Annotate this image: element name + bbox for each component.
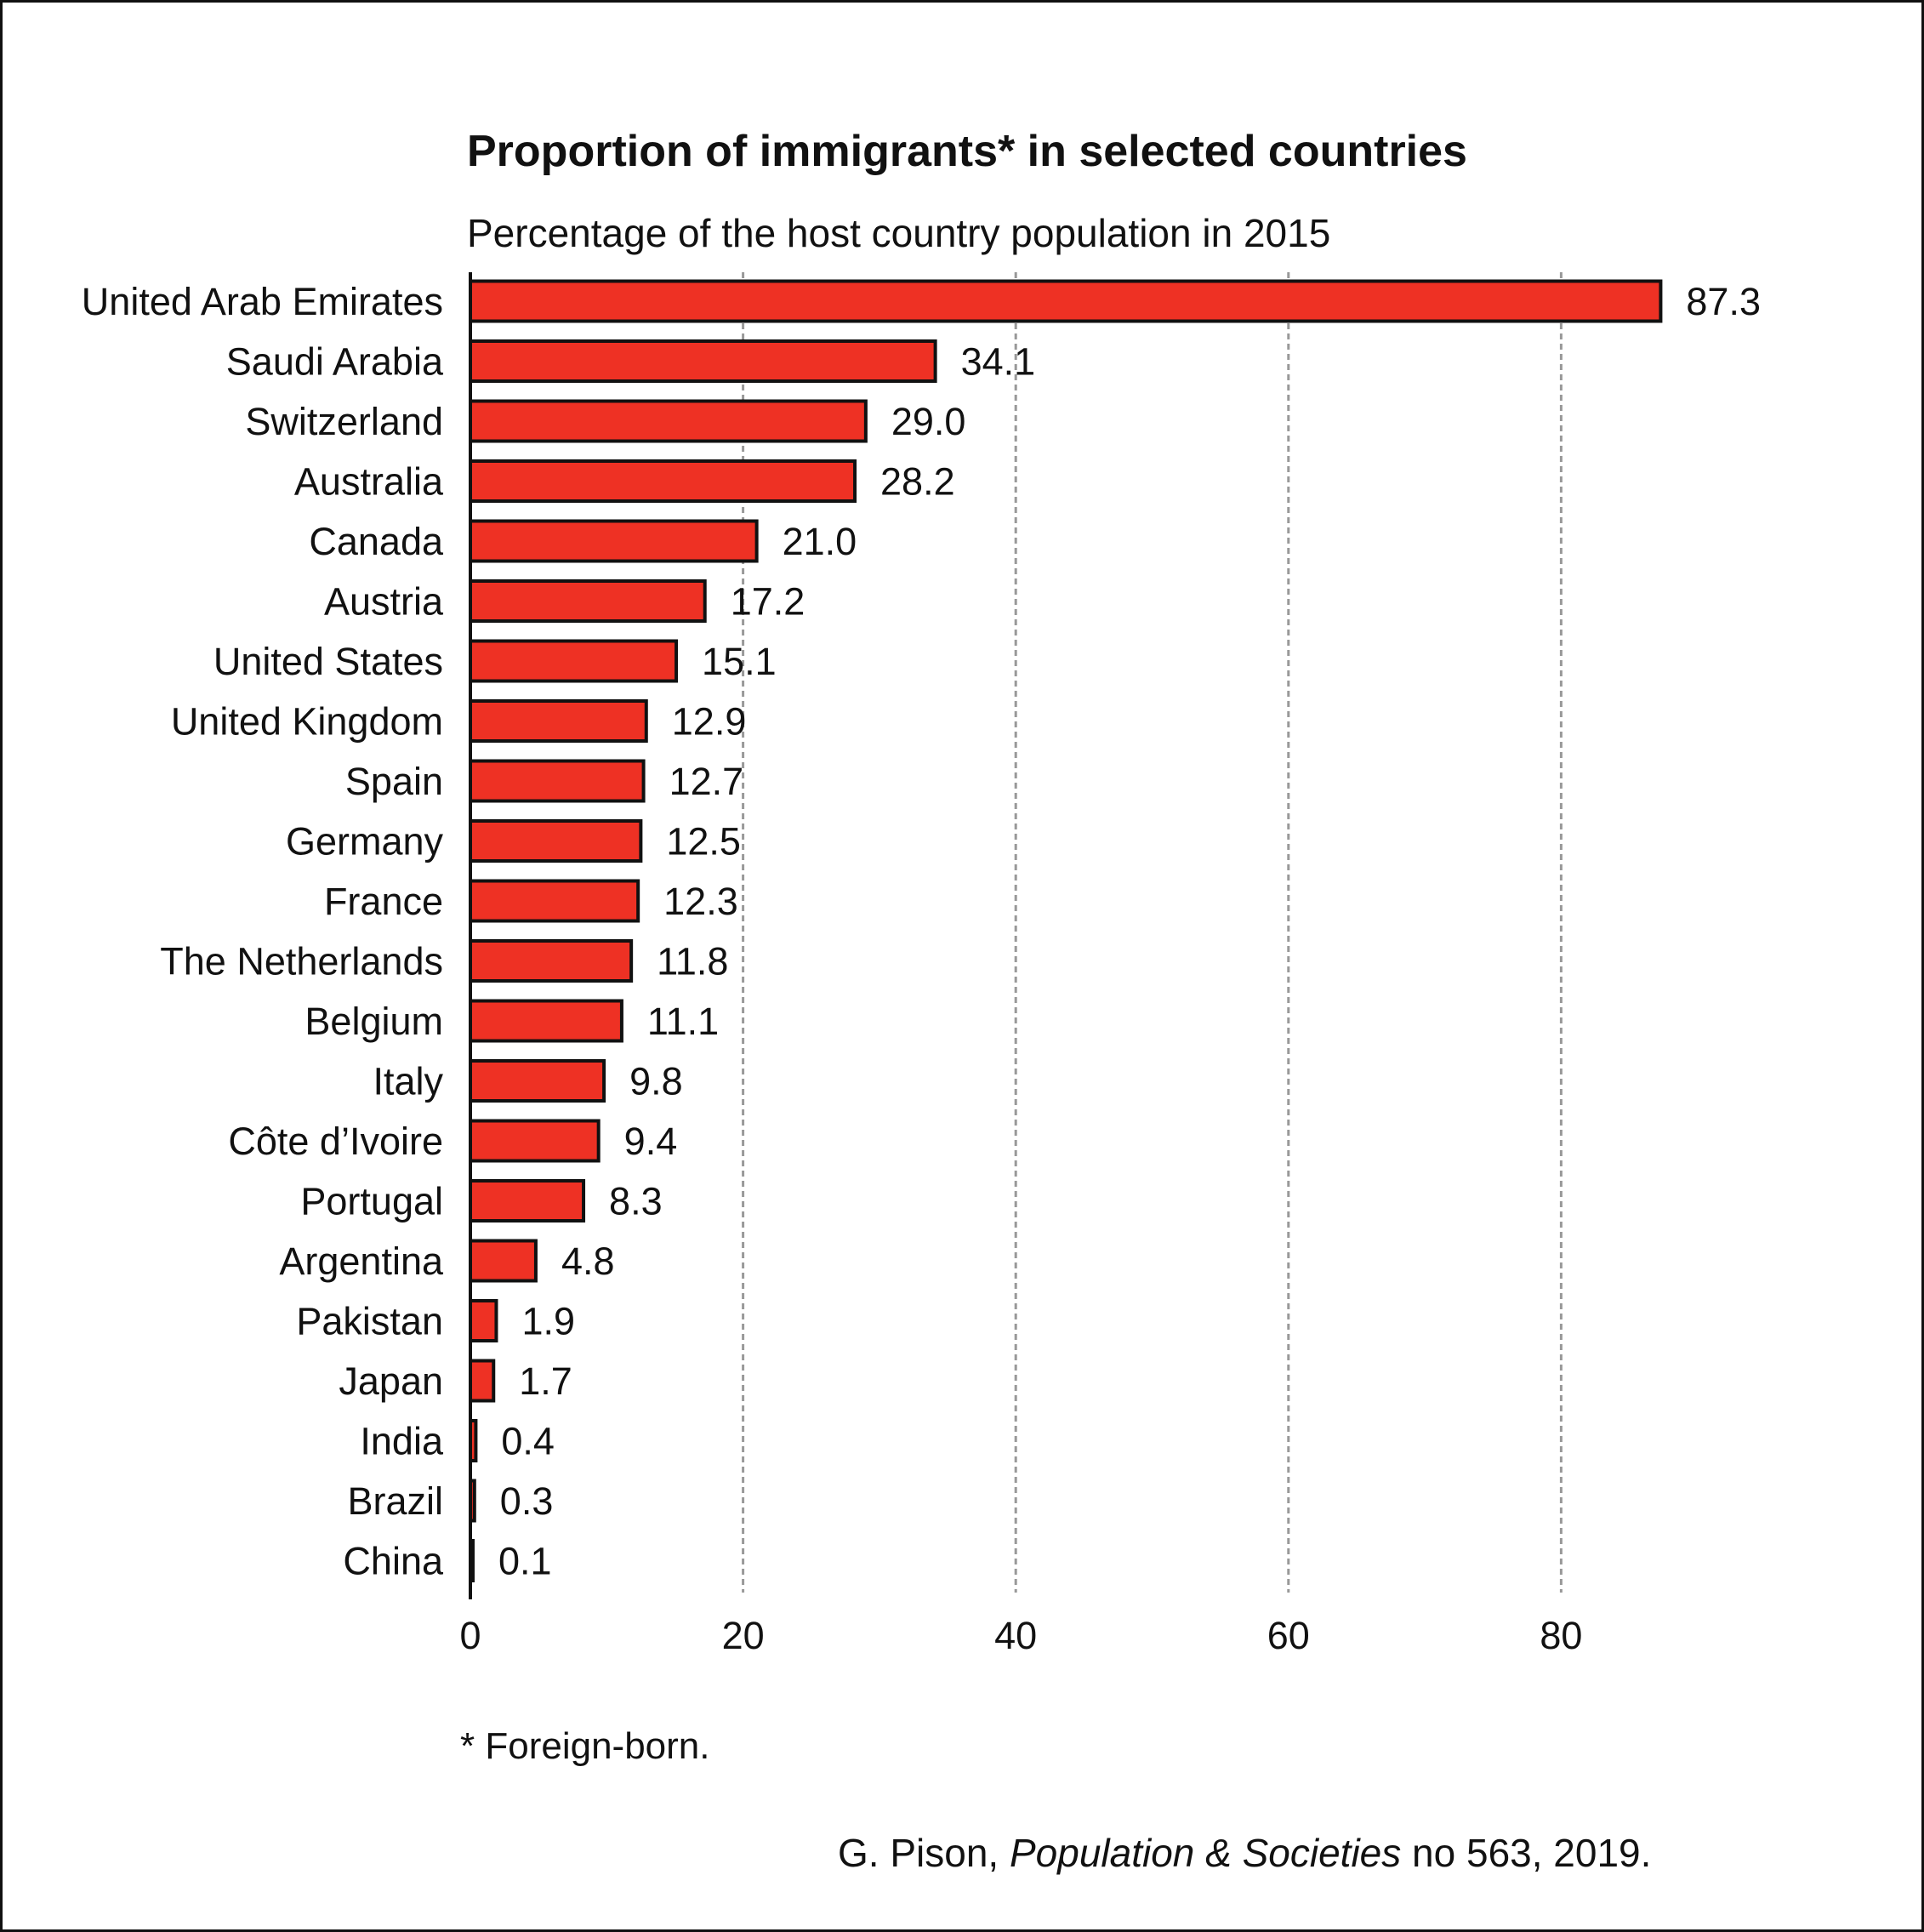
data-label: 17.2 bbox=[731, 580, 805, 624]
category-label: Italy bbox=[373, 1060, 443, 1103]
category-label: Saudi Arabia bbox=[226, 340, 444, 384]
bar bbox=[469, 1119, 601, 1163]
bar bbox=[469, 1059, 606, 1103]
bar bbox=[469, 699, 648, 743]
bar bbox=[469, 519, 759, 563]
x-tick-label: 60 bbox=[1267, 1614, 1310, 1657]
data-label: 1.9 bbox=[521, 1300, 575, 1343]
bar bbox=[469, 459, 857, 503]
category-label: Australia bbox=[294, 460, 444, 504]
data-label: 11.8 bbox=[657, 940, 728, 983]
data-label: 34.1 bbox=[961, 340, 1036, 384]
bar-chart: 0 20 40 60 80 United Arab Emirates 87.3 Saudi A… bbox=[82, 272, 1761, 1657]
category-label: The Netherlands bbox=[160, 940, 443, 983]
data-label: 12.3 bbox=[663, 880, 738, 923]
category-label: Brazil bbox=[347, 1479, 443, 1523]
bar bbox=[469, 1359, 496, 1403]
category-label: Côte d’Ivoire bbox=[228, 1120, 443, 1163]
category-label: Belgium bbox=[305, 1000, 443, 1043]
data-label: 28.2 bbox=[880, 460, 955, 504]
x-tick-label: 20 bbox=[722, 1614, 765, 1657]
source-publication: Population & Societies bbox=[1009, 1831, 1402, 1875]
category-label: United States bbox=[213, 640, 443, 683]
bar bbox=[469, 819, 643, 863]
data-label: 8.3 bbox=[609, 1180, 663, 1223]
data-label: 0.4 bbox=[501, 1420, 555, 1463]
bar bbox=[469, 639, 679, 683]
bar bbox=[469, 579, 707, 623]
bar bbox=[469, 1299, 498, 1342]
chart-subtitle: Percentage of the host country populatio… bbox=[467, 211, 1331, 255]
bar bbox=[469, 939, 634, 983]
data-label: 9.4 bbox=[624, 1120, 678, 1163]
data-label: 15.1 bbox=[702, 640, 777, 683]
bar bbox=[469, 999, 623, 1043]
data-label: 12.5 bbox=[666, 820, 741, 863]
data-label: 0.3 bbox=[500, 1479, 554, 1523]
category-label: Austria bbox=[324, 580, 444, 624]
source-rest: no 563, 2019. bbox=[1401, 1831, 1652, 1875]
bar bbox=[469, 279, 1663, 323]
chart-title: Proportion of immigrants* in selected co… bbox=[467, 127, 1467, 176]
data-label: 21.0 bbox=[783, 520, 857, 563]
data-label: 1.7 bbox=[519, 1359, 572, 1403]
category-label: India bbox=[360, 1420, 444, 1463]
bar bbox=[469, 1239, 538, 1283]
x-tick-label: 40 bbox=[994, 1614, 1037, 1657]
footnote: * Foreign-born. bbox=[460, 1725, 710, 1767]
category-label: Portugal bbox=[300, 1180, 443, 1223]
category-label: Germany bbox=[286, 820, 444, 863]
data-label: 9.8 bbox=[629, 1060, 683, 1103]
category-label: Spain bbox=[345, 760, 443, 803]
category-label: United Arab Emirates bbox=[82, 280, 443, 323]
data-label: 11.1 bbox=[647, 1000, 719, 1043]
data-label: 4.8 bbox=[561, 1240, 615, 1283]
data-label: 87.3 bbox=[1686, 280, 1761, 323]
source-author: G. Pison, bbox=[838, 1831, 1010, 1875]
category-label: France bbox=[324, 880, 443, 923]
bar bbox=[469, 759, 646, 803]
source-citation: G. Pison, Population & Societies no 563,… bbox=[838, 1830, 1651, 1876]
data-label: 12.9 bbox=[672, 700, 747, 744]
data-label: 12.7 bbox=[669, 760, 744, 803]
category-label: Canada bbox=[309, 520, 444, 563]
category-label: China bbox=[343, 1540, 444, 1583]
data-label: 29.0 bbox=[891, 400, 966, 443]
data-label: 0.1 bbox=[498, 1540, 552, 1583]
category-label: Pakistan bbox=[296, 1300, 443, 1343]
category-label: Japan bbox=[339, 1359, 443, 1403]
bar bbox=[469, 879, 640, 923]
category-label: United Kingdom bbox=[171, 700, 443, 744]
bar bbox=[469, 339, 937, 383]
bar bbox=[469, 399, 868, 443]
x-tick-label: 0 bbox=[459, 1614, 481, 1657]
category-label: Switzerland bbox=[245, 400, 443, 443]
bar bbox=[469, 1179, 586, 1222]
category-label: Argentina bbox=[279, 1240, 444, 1283]
x-tick-label: 80 bbox=[1540, 1614, 1582, 1657]
